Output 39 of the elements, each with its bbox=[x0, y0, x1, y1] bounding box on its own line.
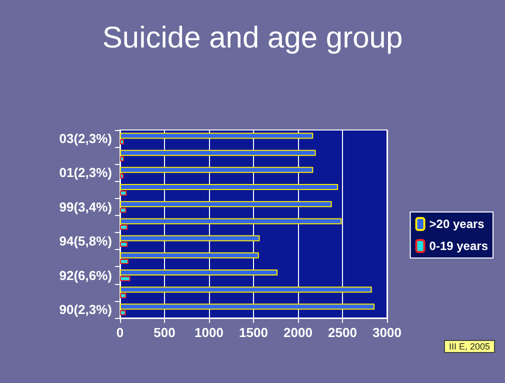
bar bbox=[120, 235, 260, 242]
bar bbox=[120, 218, 342, 224]
bar bbox=[120, 184, 338, 190]
x-tick-label: 2000 bbox=[284, 325, 312, 340]
bar bbox=[120, 208, 126, 213]
bar bbox=[120, 293, 126, 298]
y-tick-label: 92(6,6%) bbox=[59, 268, 112, 283]
y-tick-label: 90(2,3%) bbox=[59, 302, 112, 317]
bar bbox=[120, 190, 127, 196]
legend-label: 0-19 years bbox=[429, 239, 488, 253]
bar bbox=[120, 150, 316, 156]
bar bbox=[120, 269, 278, 276]
x-tick-label: 1000 bbox=[194, 325, 224, 340]
bar bbox=[120, 174, 124, 179]
bar bbox=[120, 201, 332, 208]
y-tick-label: 01(2,3%) bbox=[59, 165, 112, 180]
bar bbox=[120, 139, 124, 144]
y-tick-label: 99(3,4%) bbox=[59, 199, 112, 214]
text: III E, 2005 bbox=[448, 342, 490, 352]
bar bbox=[120, 310, 126, 316]
x-tick-label: 2500 bbox=[328, 325, 357, 340]
x-tick-label: 3000 bbox=[372, 325, 402, 340]
y-tick-label: 94(5,8%) bbox=[59, 234, 112, 249]
x-tick-label: 1500 bbox=[239, 325, 268, 340]
bar bbox=[120, 276, 130, 282]
bar bbox=[120, 258, 128, 264]
bar bbox=[120, 304, 375, 310]
bar bbox=[120, 252, 259, 258]
bar bbox=[120, 166, 314, 173]
x-tick-label: 0 bbox=[116, 325, 124, 340]
y-tick-label: 03(2,3%) bbox=[59, 131, 112, 146]
bar bbox=[120, 286, 372, 293]
bar bbox=[120, 132, 314, 139]
x-tick-label: 500 bbox=[154, 325, 176, 340]
legend-label: >20 years bbox=[429, 217, 485, 231]
bar bbox=[120, 156, 124, 162]
bar bbox=[120, 242, 128, 247]
bar bbox=[120, 224, 128, 230]
chart-title: Suicide and age group bbox=[102, 22, 403, 54]
